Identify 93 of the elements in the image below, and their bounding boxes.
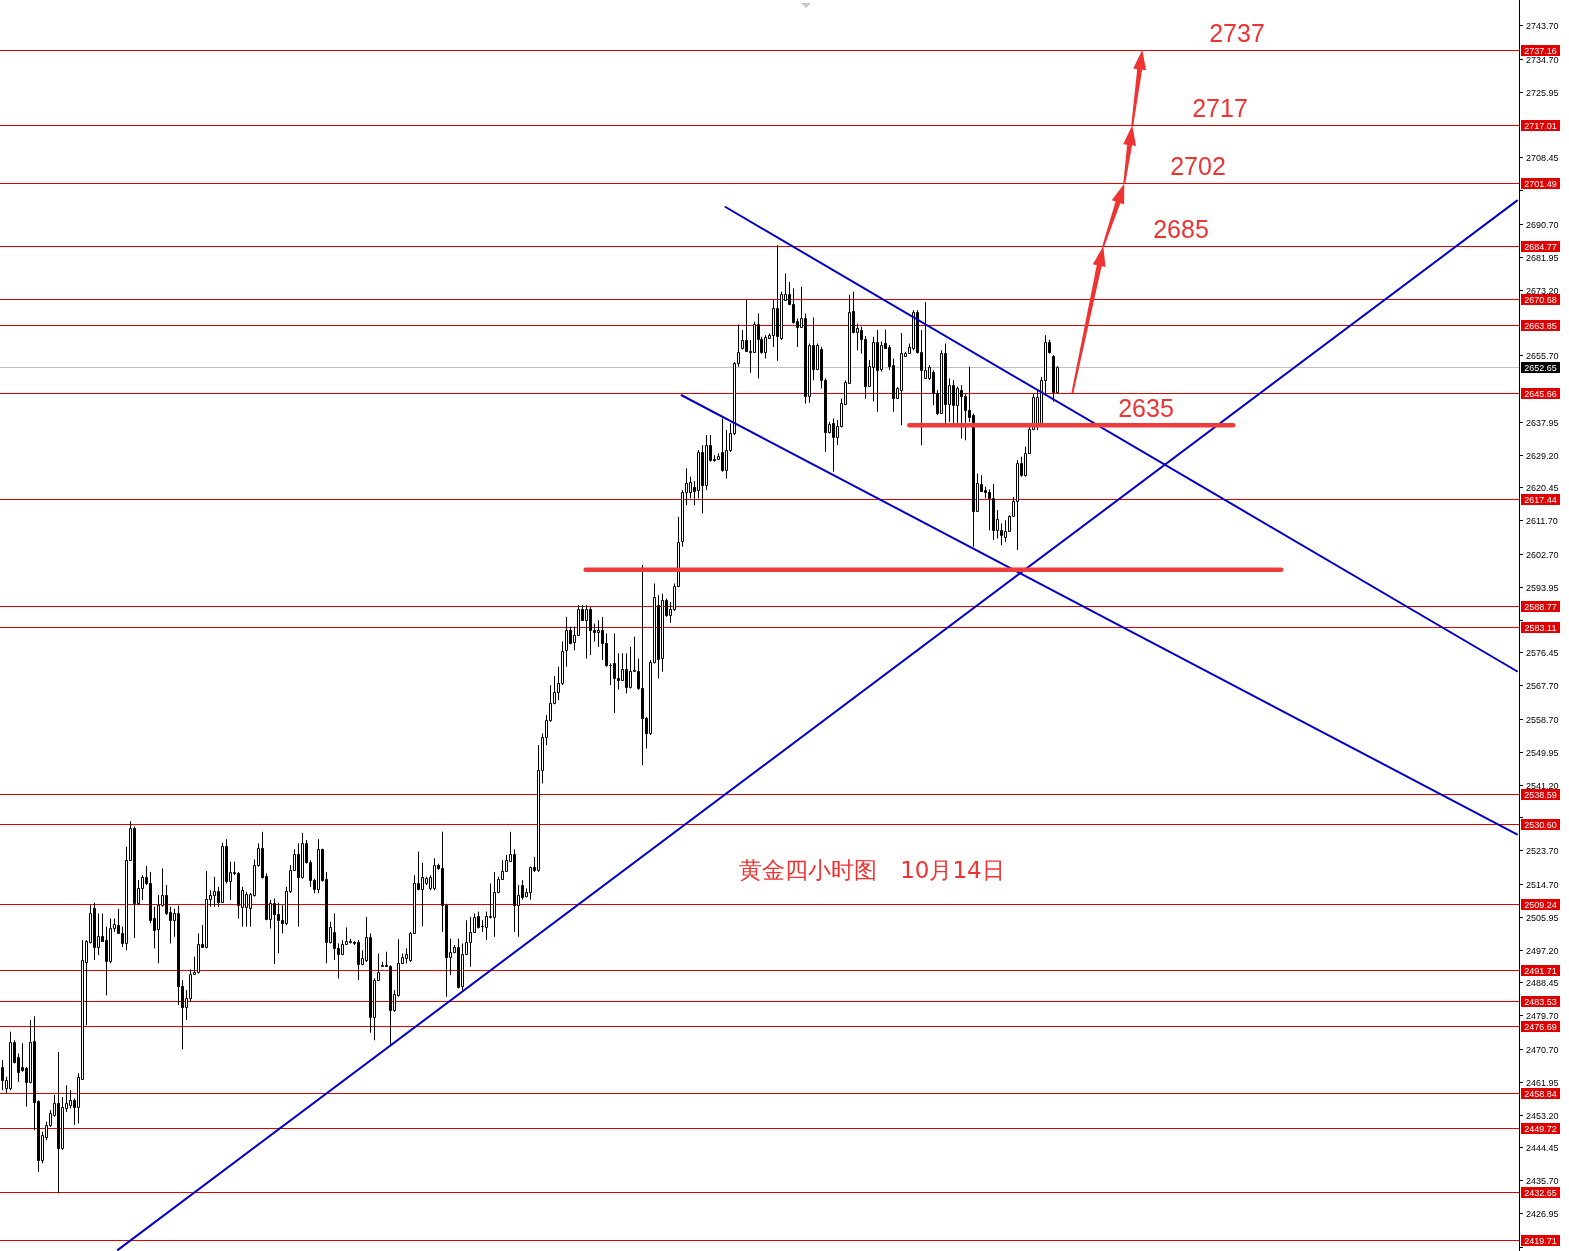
annotation: 2635 (1118, 394, 1174, 423)
ref-line-label: 2509.24 (1524, 899, 1557, 910)
y-tick-label: 2602.70 (1526, 549, 1559, 560)
candlestick (776, 244, 779, 362)
candlestick (876, 329, 879, 413)
candlestick (317, 838, 320, 894)
candlestick (205, 870, 208, 949)
candlestick (1052, 354, 1055, 403)
candlestick (433, 857, 436, 891)
y-tick-label: 2567.70 (1526, 680, 1559, 691)
text: 黄金四小时图 10月14日 (739, 857, 1005, 884)
y-tick-label: 2673.20 (1526, 285, 1559, 296)
y-tick-label: 2611.70 (1526, 515, 1558, 526)
candlestick (757, 313, 760, 379)
y-tick-label: 2426.95 (1526, 1208, 1559, 1219)
y-tick-label: 2514.70 (1526, 879, 1559, 890)
ref-line-label: 2684.77 (1524, 241, 1557, 252)
candlestick (221, 842, 224, 904)
candlestick (469, 916, 472, 968)
ref-line-label: 2491.71 (1524, 965, 1557, 976)
ref-line-label: 2476.69 (1524, 1021, 1557, 1032)
ref-line-label: 2645.66 (1524, 388, 1557, 399)
ref-line-label: 2458.84 (1524, 1088, 1557, 1099)
candlestick (832, 418, 835, 473)
ref-line-label: 2432.65 (1524, 1187, 1557, 1198)
candlestick (912, 309, 915, 351)
ref-line-label: 2419.71 (1524, 1235, 1557, 1246)
y-tick-label: 2743.70 (1526, 20, 1559, 31)
candlestick (589, 606, 592, 656)
candlestick (457, 938, 460, 989)
candlestick (900, 332, 903, 426)
y-tick-label: 2549.95 (1526, 747, 1559, 758)
y-tick-label: 2690.70 (1526, 219, 1559, 230)
y-tick-label: 2523.70 (1526, 845, 1559, 856)
ref-line-label: 2717.01 (1524, 120, 1557, 131)
ref-line-label: 2737.16 (1524, 45, 1557, 56)
y-tick-label: 2576.45 (1526, 647, 1559, 658)
ref-line-label: 2652.65 (1524, 362, 1557, 373)
ref-line-label: 2583.11 (1524, 622, 1557, 633)
y-tick-label: 2620.45 (1526, 482, 1559, 493)
ref-line-label: 2663.85 (1524, 320, 1557, 331)
y-tick-label: 2470.70 (1526, 1044, 1559, 1055)
y-tick-label: 2497.20 (1526, 945, 1559, 956)
y-tick-label: 2435.70 (1526, 1175, 1559, 1186)
y-tick-label: 2655.70 (1526, 350, 1559, 361)
ref-line-label: 2701.49 (1524, 178, 1557, 189)
ref-line-label: 2530.60 (1524, 819, 1557, 830)
ref-line-label: 2538.59 (1524, 789, 1557, 800)
y-tick-label: 2505.95 (1526, 912, 1559, 923)
candlestick (1004, 519, 1007, 543)
y-tick-label: 2479.70 (1526, 1010, 1559, 1021)
y-tick-label: 2629.20 (1526, 450, 1559, 461)
y-tick-label: 2488.45 (1526, 977, 1559, 988)
candlestick (992, 483, 995, 541)
annotation: 2702 (1170, 152, 1226, 181)
ref-line-label: 2670.68 (1524, 294, 1557, 305)
y-tick-label: 2637.95 (1526, 417, 1559, 428)
y-tick-label: 2558.70 (1526, 714, 1559, 725)
candlestick (357, 939, 360, 981)
candlestick (960, 384, 963, 439)
candlestick (477, 911, 480, 929)
candlestick (952, 379, 955, 424)
y-tick-label: 2734.70 (1526, 54, 1559, 65)
candlestick (1016, 459, 1019, 551)
candlestick (93, 902, 96, 961)
candlestick (9, 1031, 12, 1091)
candlestick (273, 898, 276, 965)
candlestick (613, 632, 616, 714)
ref-line-label: 2588.77 (1524, 601, 1557, 612)
candlestick (1, 1059, 4, 1091)
annotation: 2685 (1153, 215, 1209, 244)
ref-line-label: 2617.44 (1524, 494, 1557, 505)
y-tick-label: 2444.45 (1526, 1142, 1559, 1153)
y-tick-label: 2725.95 (1526, 87, 1559, 98)
candlestick (641, 564, 644, 766)
candlestick (764, 334, 767, 359)
annotation: 2737 (1209, 18, 1265, 47)
y-tick-label: 2453.20 (1526, 1110, 1559, 1121)
y-tick-label: 2681.95 (1526, 252, 1559, 263)
candlestick (585, 604, 588, 659)
candlestick (493, 871, 496, 938)
candlestick (565, 616, 568, 668)
y-tick-label: 2593.95 (1526, 582, 1559, 593)
ref-line-label: 2449.72 (1524, 1123, 1557, 1134)
y-tick-label: 2541.20 (1526, 780, 1559, 791)
candlestick (213, 876, 216, 908)
candlestick (245, 891, 248, 928)
y-tick-label: 2708.45 (1526, 152, 1559, 163)
candlestick (57, 1051, 60, 1194)
ref-line-label: 2483.53 (1524, 996, 1557, 1007)
candlestick (944, 343, 947, 424)
y-tick-label: 2461.95 (1526, 1077, 1559, 1088)
annotation: 2717 (1192, 94, 1248, 123)
